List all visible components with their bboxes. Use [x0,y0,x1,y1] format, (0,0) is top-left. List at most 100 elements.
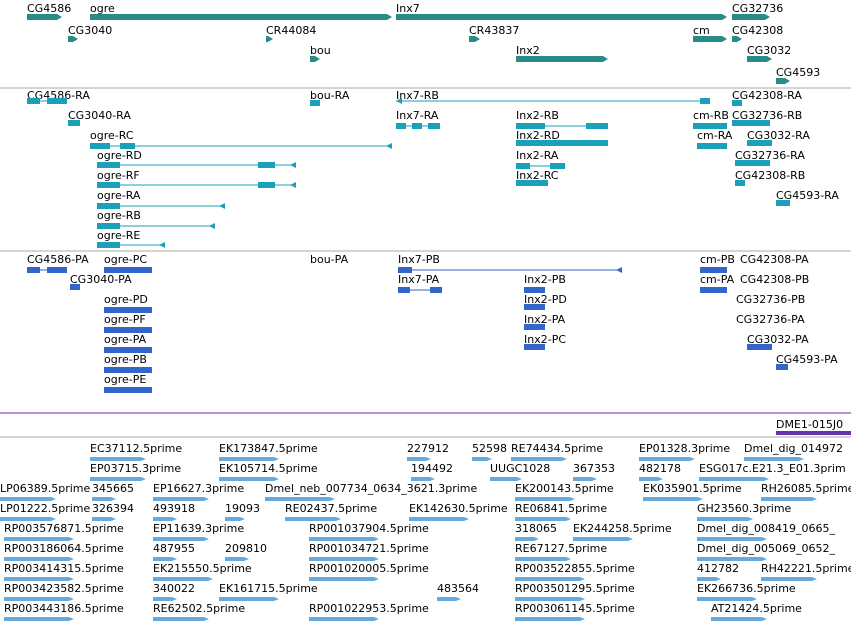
transcript-exon-inx7-ra[interactable] [396,123,406,129]
est-feature-rp003061145-5prime[interactable] [515,617,585,621]
est-feature-318065[interactable] [515,537,539,541]
transcript-exon-inx2-rb[interactable] [516,123,545,129]
est-feature-194492[interactable] [411,477,435,481]
gene-feature-inx7[interactable] [396,14,727,20]
est-feature-at21424-5prime[interactable] [711,617,767,621]
gene-feature-cg3032[interactable] [747,56,772,62]
est-feature-ep03715-3prime[interactable] [90,477,146,481]
protein-exon-ogre-pa[interactable] [104,347,152,353]
transcript-exon-inx2-ra[interactable] [516,163,530,169]
est-feature-ep16627-3prime[interactable] [153,497,209,501]
gene-feature-cr44084[interactable] [266,36,273,42]
est-feature-re02437-5prime[interactable] [285,517,341,521]
transcript-exon-cg32736-ra[interactable] [735,160,770,166]
transcript-exon-ogre-rd[interactable] [258,162,275,168]
est-feature-326394[interactable] [92,517,116,521]
est-feature-ec37112-5prime[interactable] [90,457,146,461]
protein-exon-ogre-pe[interactable] [104,387,152,393]
est-feature-ek035901-5prime[interactable] [643,497,703,501]
est-feature-482178[interactable] [639,477,663,481]
est-feature-227912[interactable] [407,457,431,461]
protein-exon-cg3040-pa[interactable] [70,284,80,290]
transcript-exon-bou-ra[interactable] [310,100,320,106]
transcript-exon-inx2-rc[interactable] [516,180,548,186]
protein-exon-cm-pa[interactable] [700,287,727,293]
protein-exon-ogre-pd[interactable] [104,307,152,313]
est-feature-ek244258-5prime[interactable] [573,537,633,541]
protein-exon-cm-pb[interactable] [700,267,727,273]
est-feature-rh42221-5prime[interactable] [761,577,817,581]
est-feature-lp01222-5prime[interactable] [0,517,56,521]
transcript-exon-cm-ra[interactable] [697,143,727,149]
est-feature-ek215550-5prime[interactable] [153,577,213,581]
est-feature-ek266736-5prime[interactable] [697,597,757,601]
protein-exon-inx7-pb[interactable] [398,267,412,273]
transcript-exon-ogre-rf[interactable] [258,182,275,188]
est-feature-dmel-dig-008419-0665[interactable] [697,537,767,541]
protein-exon-cg4586-pa[interactable] [47,267,67,273]
transcript-exon-ogre-rc[interactable] [90,143,110,149]
est-feature-rp003576871-5prime[interactable] [4,537,74,541]
gene-feature-bou[interactable] [310,56,320,62]
transcript-exon-ogre-ra[interactable] [97,203,120,209]
est-feature-dmel-neb-007734-0634-3621-3prime[interactable] [265,497,335,501]
protein-exon-ogre-pf[interactable] [104,327,152,333]
est-feature-ek105714-5prime[interactable] [219,477,279,481]
transcript-exon-cg3032-ra[interactable] [747,140,772,146]
est-feature-493918[interactable] [153,517,177,521]
est-feature-ep01328-3prime[interactable] [639,457,695,461]
protein-exon-inx2-pb[interactable] [524,287,545,293]
protein-exon-ogre-pb[interactable] [104,367,152,373]
est-feature-lp06389-5prime[interactable] [0,497,56,501]
est-feature-487955[interactable] [153,557,177,561]
protein-exon-cg4593-pa[interactable] [776,364,788,370]
transcript-exon-cg4586-ra[interactable] [27,98,40,104]
transcript-exon-inx7-ra[interactable] [428,123,440,129]
est-feature-re62502-5prime[interactable] [153,617,209,621]
protein-exon-inx2-pd[interactable] [524,304,545,310]
protein-exon-cg3032-pa[interactable] [747,344,772,350]
est-feature-52598[interactable] [472,457,492,461]
transcript-exon-cg3040-ra[interactable] [68,120,80,126]
transcript-exon-ogre-rc[interactable] [120,143,135,149]
transcript-exon-inx2-rb[interactable] [586,123,608,129]
protein-exon-inx2-pa[interactable] [524,324,545,330]
est-feature-367353[interactable] [573,477,597,481]
gene-feature-cg4593[interactable] [776,78,790,84]
contig-feature[interactable] [776,431,851,435]
gene-feature-cg42308[interactable] [732,36,742,42]
est-feature-rp001022953-5prime[interactable] [309,617,379,621]
est-feature-ek142630-5prime[interactable] [409,517,469,521]
est-feature-rp003501295-5prime[interactable] [515,597,585,601]
est-feature-483564[interactable] [437,597,461,601]
est-feature-rp001037904-5prime[interactable] [309,537,379,541]
transcript-exon-cg42308-ra[interactable] [732,100,742,106]
est-feature-ek173847-5prime[interactable] [219,457,279,461]
est-feature-uugc1028[interactable] [490,477,522,481]
transcript-exon-inx2-rd[interactable] [516,140,608,146]
est-feature-ek161715-5prime[interactable] [219,597,279,601]
protein-exon-ogre-pc[interactable] [104,267,152,273]
gene-feature-cg3040[interactable] [68,36,78,42]
est-feature-19093[interactable] [225,517,245,521]
est-feature-dmel-dig-014972[interactable] [744,457,804,461]
est-feature-rh26085-5prime[interactable] [761,497,817,501]
transcript-exon-ogre-rf[interactable] [97,182,120,188]
protein-exon-inx7-pa[interactable] [398,287,410,293]
est-feature-ek200143-5prime[interactable] [515,497,575,501]
gene-feature-ogre[interactable] [90,14,392,20]
gene-feature-cr43837[interactable] [469,36,480,42]
est-feature-rp003186064-5prime[interactable] [4,557,74,561]
est-feature-209810[interactable] [225,557,249,561]
gene-feature-cm[interactable] [693,36,727,42]
transcript-exon-ogre-re[interactable] [97,242,120,248]
protein-exon-inx7-pa[interactable] [430,287,442,293]
est-feature-rp003522855-5prime[interactable] [515,577,585,581]
est-feature-re06841-5prime[interactable] [515,517,571,521]
est-feature-345665[interactable] [92,497,116,501]
gene-feature-cg4586[interactable] [27,14,62,20]
transcript-exon-inx7-ra[interactable] [412,123,422,129]
est-feature-412782[interactable] [697,577,721,581]
transcript-exon-cg32736-rb[interactable] [732,120,770,126]
protein-exon-inx2-pc[interactable] [524,344,545,350]
